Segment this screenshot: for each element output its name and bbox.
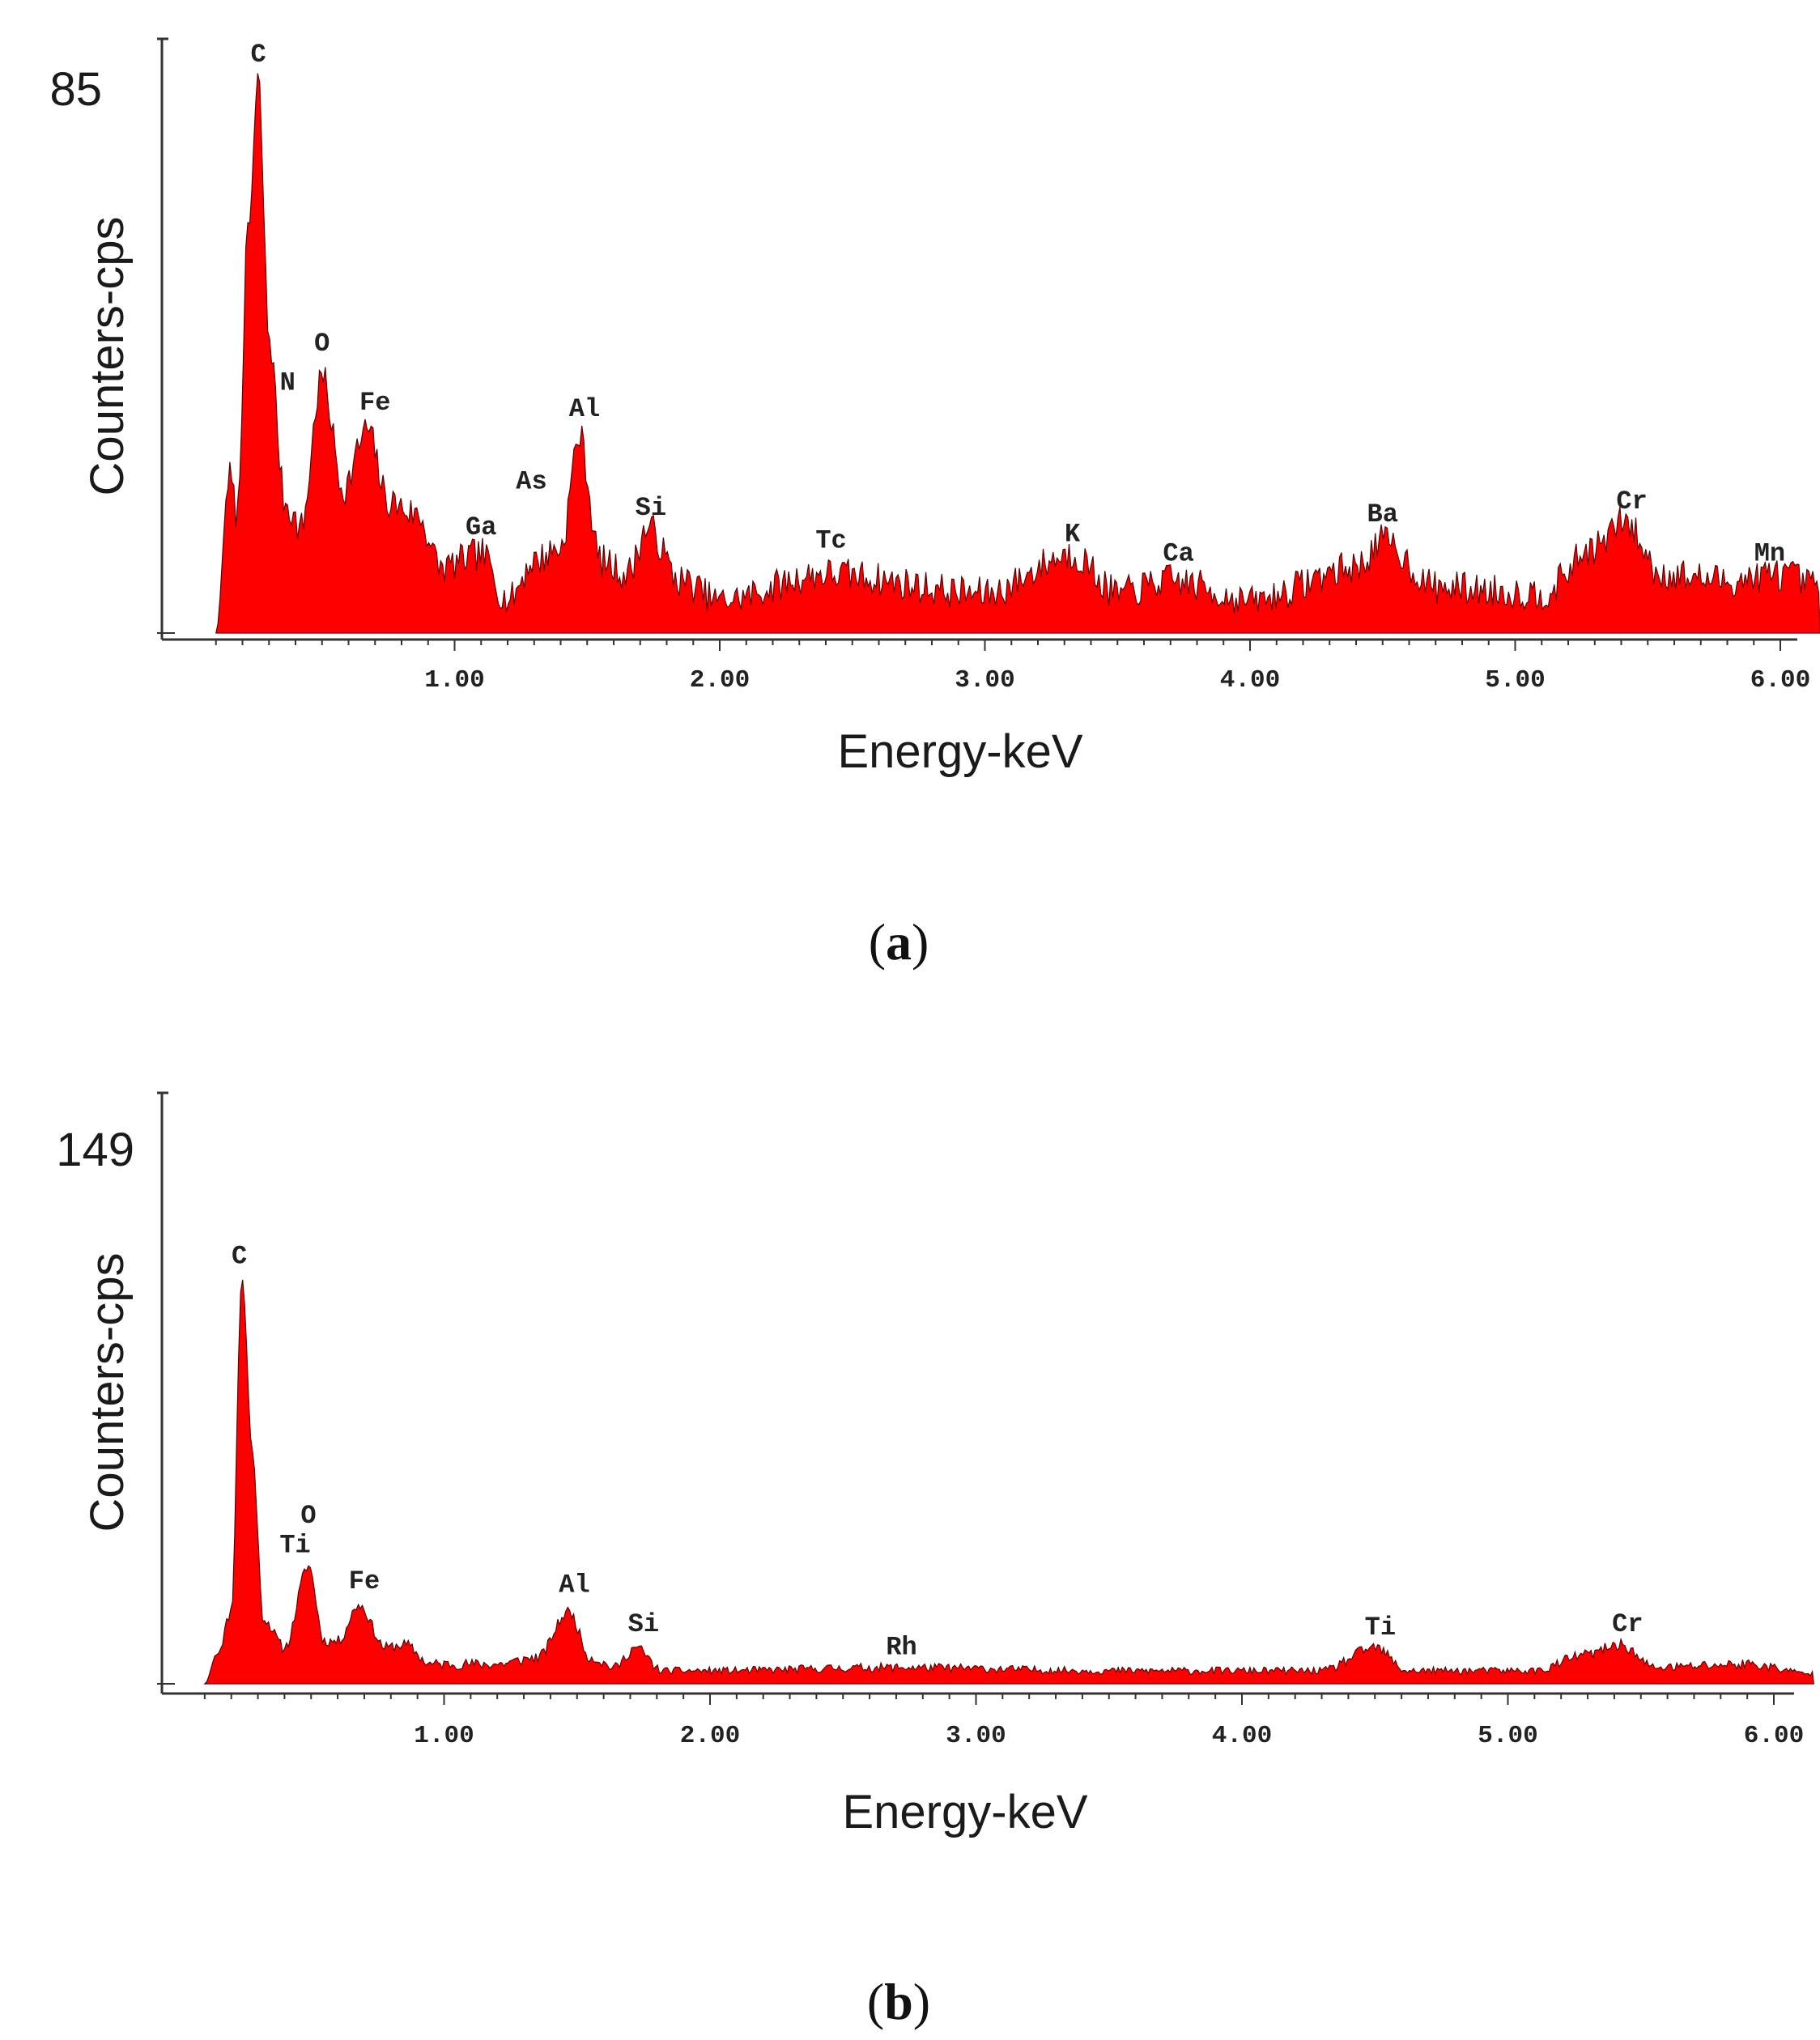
x-tick-label: 4.00 (1212, 1722, 1272, 1750)
panel-a-spectrum-area (215, 73, 1820, 634)
peak-label: Cr (1612, 1609, 1643, 1639)
panel-b-caption: (b) (867, 1973, 930, 2030)
peak-label: Ti (279, 1531, 310, 1561)
panel-a-caption-open: ( (869, 913, 886, 971)
peak-label: O (300, 1501, 316, 1531)
panel-b-caption-close: ) (913, 1973, 930, 2030)
panel-a-chart: 85 Counters-cps 1.00 2.00 3.00 4.00 5.00 6.00… (49, 37, 1820, 971)
peak-label: Ba (1367, 499, 1398, 529)
peak-label: K (1065, 519, 1081, 549)
panel-a-caption: (a) (869, 913, 929, 971)
panel-a-caption-letter: a (886, 913, 912, 971)
panel-b-x-ticks: 1.00 2.00 3.00 4.00 5.00 6.00 (203, 1694, 1804, 1750)
panel-b-x-axis-title: Energy-keV (842, 1786, 1087, 1838)
x-tick-label: 2.00 (690, 666, 750, 695)
peak-label: Fe (359, 388, 390, 418)
peak-label: Ca (1163, 539, 1193, 569)
spectrum-area-path (203, 1279, 1814, 1685)
panel-b-chart: 149 Counters-cps 1.00 2.00 3.00 4.00 5.00 6.0… (56, 1091, 1814, 2030)
peak-label: Si (628, 1609, 659, 1639)
panel-b-caption-open: ( (867, 1973, 884, 2030)
x-tick-label: 1.00 (414, 1722, 474, 1750)
peak-label: O (314, 329, 330, 359)
peak-label: Mn (1754, 539, 1785, 569)
peak-label: Ga (466, 512, 496, 542)
panel-a-caption-close: ) (912, 913, 929, 971)
panel-b-spectrum-area (203, 1279, 1814, 1685)
peak-label: Fe (349, 1566, 380, 1596)
x-tick-label: 5.00 (1478, 1722, 1537, 1750)
peak-label: Ti (1365, 1613, 1396, 1643)
x-tick-label: 5.00 (1485, 666, 1545, 695)
x-tick-label: 6.00 (1750, 666, 1810, 695)
peak-label: As (516, 466, 546, 496)
peak-label: Si (636, 493, 666, 523)
x-tick-label: 4.00 (1220, 666, 1280, 695)
panel-a-peak-labels: C NO Fe Ga As Al Si Tc K Ca Ba Cr Mn (251, 40, 1786, 569)
panel-a-y-axis-title: Counters-cps (81, 217, 134, 496)
x-tick-label: 3.00 (955, 666, 1014, 695)
panel-a-ymax-label: 85 (49, 63, 102, 116)
panel-b-y-axis-title: Counters-cps (81, 1253, 134, 1532)
peak-label: N (280, 368, 296, 398)
spectrum-area-path (215, 73, 1820, 634)
panel-b-axes (157, 1091, 1794, 1695)
x-tick-label: 2.00 (680, 1722, 740, 1750)
peak-label: Al (559, 1570, 589, 1600)
peak-label: Al (569, 394, 600, 424)
peak-label: Tc (815, 525, 846, 555)
panel-a-axes (157, 37, 1797, 641)
peak-label: C (232, 1241, 247, 1271)
peak-label: Rh (886, 1632, 916, 1662)
peak-label: Cr (1616, 487, 1647, 516)
panel-b-caption-letter: b (884, 1973, 913, 2030)
x-tick-label: 3.00 (946, 1722, 1006, 1750)
panel-b-ymax-label: 149 (56, 1124, 134, 1176)
peak-label: C (251, 40, 266, 70)
x-tick-label: 1.00 (424, 666, 484, 695)
x-tick-label: 6.00 (1744, 1722, 1804, 1750)
panel-a-x-ticks: 1.00 2.00 3.00 4.00 5.00 6.00 (215, 640, 1810, 695)
panel-a-x-axis-title: Energy-keV (837, 725, 1082, 778)
